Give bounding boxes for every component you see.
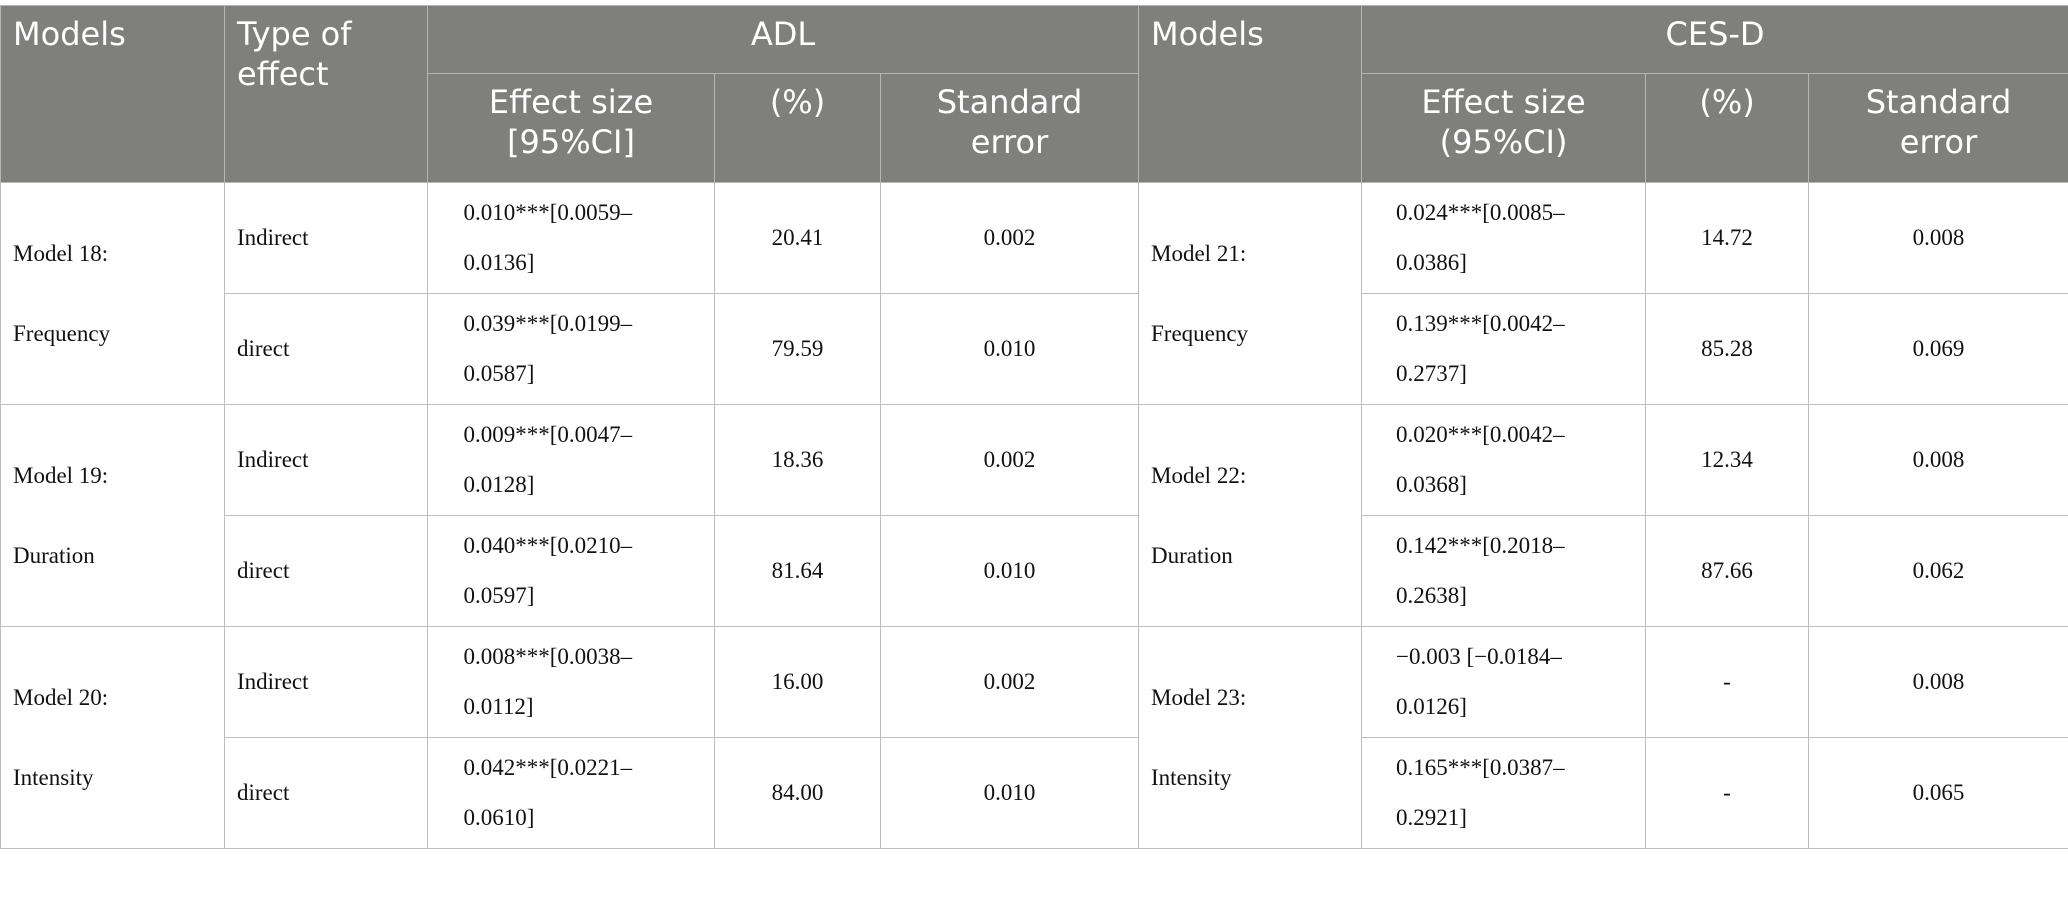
value-cell: 20.41 — [714, 182, 881, 294]
cell-text: 0.039***[0.0199–0.0587] — [463, 311, 633, 386]
table-row: Model 18: Frequency Indirect 0.010***[0.00… — [0, 182, 2068, 405]
cell-text: Model 22: Duration — [1151, 462, 1247, 568]
value-cell: 0.002 — [879, 626, 1140, 738]
value-cell: 0.142***[0.2018–0.2638] — [1361, 515, 1647, 627]
value-cell: - — [1645, 737, 1810, 849]
cell-text: 0.008***[0.0038–0.0112] — [463, 644, 633, 719]
value-cell: 0.024***[0.0085–0.0386] — [1361, 182, 1647, 294]
header-cell: Models — [0, 5, 225, 183]
cell-text: 0.020***[0.0042–0.0368] — [1396, 422, 1565, 497]
header-cell: ADL — [426, 5, 1140, 74]
header-cell: Type of effect — [224, 5, 428, 183]
table-row: direct 0.042***[0.0221–0.0610] 84.00 0.010 0… — [1, 737, 2068, 849]
cell-text: 0.009***[0.0047–0.0128] — [463, 422, 633, 497]
value-cell: 0.010 — [879, 737, 1140, 849]
header-cell: Standard error — [879, 73, 1140, 183]
cell-text: 0.042***[0.0221–0.0610] — [463, 755, 633, 830]
cell-text: 0.139***[0.0042–0.2737] — [1396, 311, 1565, 386]
header-cell: Effect size [95%CI] — [427, 73, 715, 183]
table-row: Model 19: Duration Indirect 0.009***[0.004… — [0, 404, 2068, 627]
value-cell: 84.00 — [714, 737, 881, 849]
value-cell: 16.00 — [714, 626, 881, 738]
table-row: direct 0.040***[0.0210–0.0597] 81.64 0.010 0… — [1, 515, 2068, 627]
value-cell: 0.008 — [1808, 182, 2068, 294]
model-cell: Model 20: Intensity — [0, 626, 225, 849]
cell-text: (%) — [1699, 83, 1755, 121]
value-cell: 18.36 — [714, 404, 881, 516]
header-cell: Standard error — [1808, 73, 2068, 183]
value-cell: 0.010 — [879, 293, 1140, 405]
cell-text: 0.010***[0.0059–0.0136] — [463, 200, 633, 275]
cell-text: Model 19: Duration — [13, 462, 109, 568]
type-cell: Indirect — [224, 182, 428, 294]
value-cell: 0.002 — [879, 182, 1140, 294]
cell-text: Model 23: Intensity — [1151, 684, 1247, 790]
table-row: Model 20: Intensity Indirect 0.008***[0.00… — [0, 626, 2068, 849]
value-cell: −0.003 [−0.0184–0.0126] — [1361, 626, 1647, 738]
cell-text: Standard error — [936, 83, 1083, 161]
type-cell: Indirect — [224, 626, 428, 738]
value-cell: 0.039***[0.0199–0.0587] — [427, 293, 715, 405]
model-cell: Model 18: Frequency — [0, 182, 225, 405]
value-cell: - — [1645, 626, 1810, 738]
value-cell: 0.008 — [1808, 626, 2068, 738]
cell-text: 0.142***[0.2018–0.2638] — [1396, 533, 1565, 608]
type-cell: direct — [224, 737, 428, 849]
value-cell: 12.34 — [1645, 404, 1810, 516]
value-cell: 0.010***[0.0059–0.0136] — [427, 182, 715, 294]
header-cell: (%) — [714, 73, 881, 183]
value-cell: 81.64 — [714, 515, 881, 627]
model-cell: Model 19: Duration — [0, 404, 225, 627]
header-cell: (%) — [1645, 73, 1810, 183]
cell-text: Model 20: Intensity — [13, 684, 109, 790]
cell-text: Model 21: Frequency — [1151, 240, 1249, 346]
value-cell: 0.008 — [1808, 404, 2068, 516]
type-cell: Indirect — [224, 404, 428, 516]
table-row: direct 0.039***[0.0199–0.0587] 79.59 0.010 0… — [1, 293, 2068, 405]
value-cell: 0.009***[0.0047–0.0128] — [427, 404, 715, 516]
cell-text: Effect size [95%CI] — [488, 83, 654, 161]
value-cell: 0.065 — [1808, 737, 2068, 849]
value-cell: 0.002 — [879, 404, 1140, 516]
cell-text: 0.024***[0.0085–0.0386] — [1396, 200, 1565, 275]
value-cell: 85.28 — [1645, 293, 1810, 405]
type-cell: direct — [224, 293, 428, 405]
header-cell: CES-D — [1361, 5, 2068, 74]
value-cell: 14.72 — [1645, 182, 1810, 294]
cell-text: 0.165***[0.0387–0.2921] — [1396, 755, 1565, 830]
results-table: Models Type of effect ADL Models CES-D E… — [0, 5, 2068, 849]
value-cell: 0.010 — [879, 515, 1140, 627]
cell-text: Standard error — [1865, 83, 2012, 161]
cell-text: (%) — [769, 83, 826, 121]
model-cell: Model 22: Duration — [1138, 404, 1363, 627]
value-cell: 79.59 — [714, 293, 881, 405]
value-cell: 87.66 — [1645, 515, 1810, 627]
model-cell: Model 21: Frequency — [1138, 182, 1363, 405]
type-cell: direct — [224, 515, 428, 627]
cell-text: Effect size (95%CI) — [1421, 83, 1586, 161]
value-cell: 0.040***[0.0210–0.0597] — [427, 515, 715, 627]
value-cell: 0.008***[0.0038–0.0112] — [427, 626, 715, 738]
value-cell: 0.165***[0.0387–0.2921] — [1361, 737, 1647, 849]
model-cell: Model 23: Intensity — [1138, 626, 1363, 849]
cell-text: −0.003 [−0.0184–0.0126] — [1396, 644, 1562, 719]
header-cell: Models — [1138, 5, 1363, 183]
value-cell: 0.020***[0.0042–0.0368] — [1361, 404, 1647, 516]
cell-text: Model 18: Frequency — [13, 240, 111, 346]
value-cell: 0.069 — [1808, 293, 2068, 405]
value-cell: 0.139***[0.0042–0.2737] — [1361, 293, 1647, 405]
value-cell: 0.042***[0.0221–0.0610] — [427, 737, 715, 849]
header-cell: Effect size (95%CI) — [1361, 73, 1647, 183]
cell-text: 0.040***[0.0210–0.0597] — [463, 533, 633, 608]
value-cell: 0.062 — [1808, 515, 2068, 627]
